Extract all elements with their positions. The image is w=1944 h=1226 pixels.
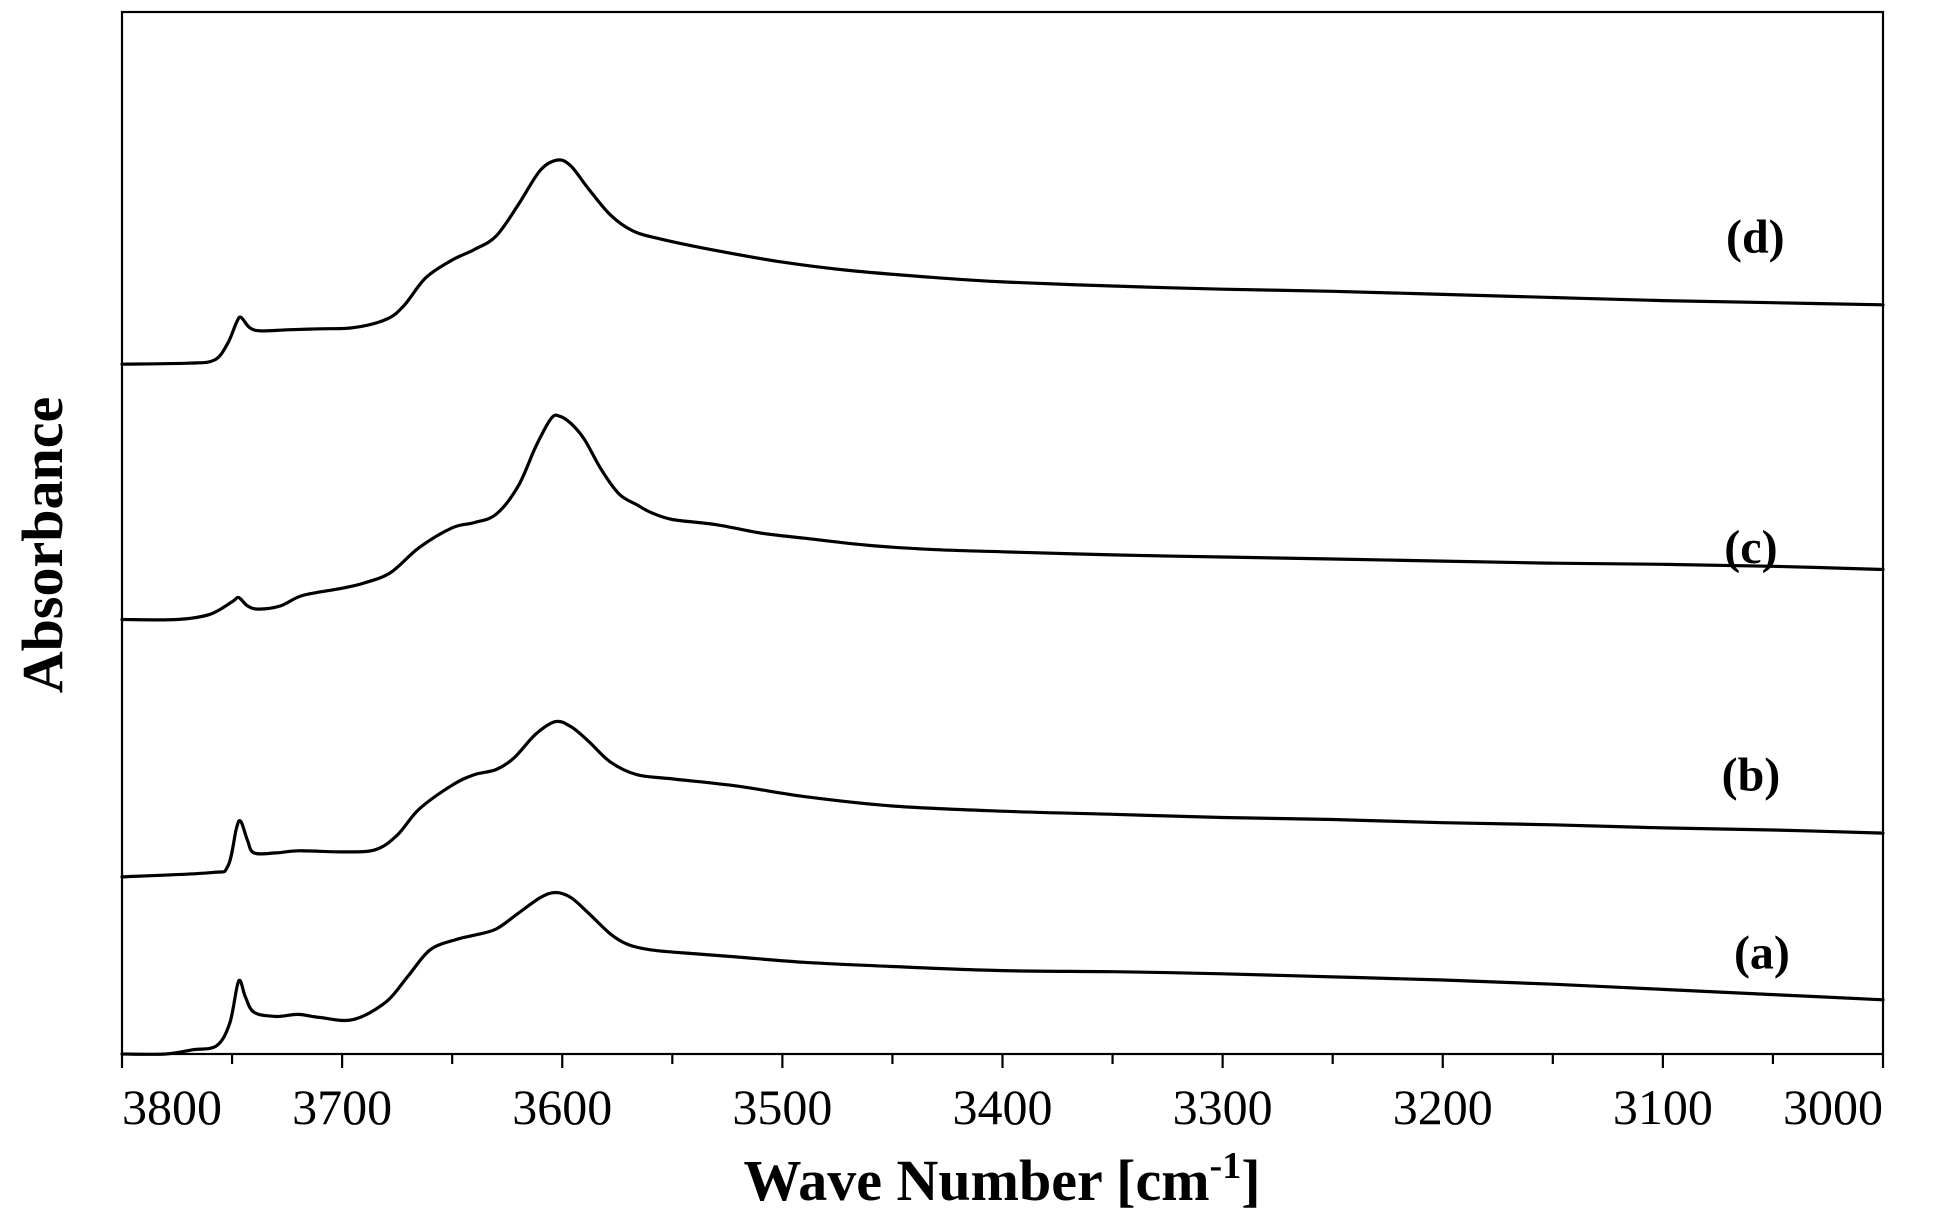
x-tick-label: 3600 (512, 1079, 612, 1135)
x-tick-label: 3700 (292, 1079, 392, 1135)
plot-frame (120, 10, 1885, 1056)
series-labels: (a) (b) (c) (d) (1722, 211, 1790, 980)
series-label-c: (c) (1724, 521, 1777, 574)
x-tick-label: 3000 (1783, 1079, 1883, 1135)
x-tick-label: 3500 (732, 1079, 832, 1135)
x-axis-title-end: ] (1241, 1148, 1260, 1213)
axes (120, 10, 1885, 1056)
x-axis-title-main: Wave Number [cm (743, 1148, 1209, 1213)
series-label-d: (d) (1726, 211, 1785, 264)
series-line-b (120, 719, 1885, 879)
x-axis-title: Wave Number [cm-1] (743, 1145, 1260, 1213)
x-tick-label: 3300 (1173, 1079, 1273, 1135)
series-line-d (120, 158, 1885, 366)
series-line-c (120, 413, 1885, 622)
x-tick-label: 3400 (953, 1079, 1053, 1135)
x-tick-label: 3800 (122, 1079, 222, 1135)
x-axis-title-superscript: -1 (1210, 1145, 1242, 1187)
y-axis-title: Absorbance (10, 397, 75, 693)
series-label-a: (a) (1734, 927, 1790, 980)
x-ticks: 3800 3700 3600 3500 3400 3300 3200 3100 3000 (120, 1054, 1885, 1135)
series (120, 158, 1885, 1056)
x-tick-label: 3200 (1393, 1079, 1493, 1135)
x-tick-label: 3100 (1613, 1079, 1713, 1135)
series-line-a (120, 890, 1885, 1056)
series-label-b: (b) (1722, 748, 1781, 801)
